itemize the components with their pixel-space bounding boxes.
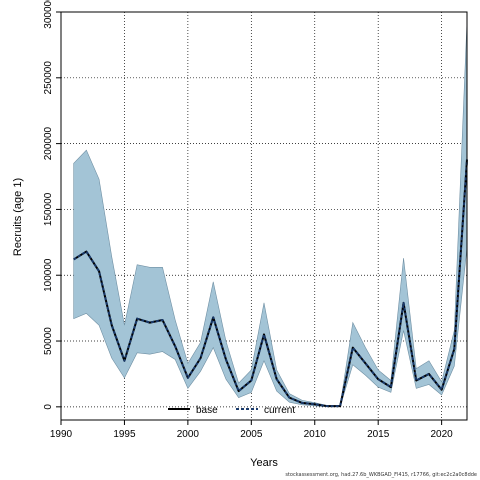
x-tick-label-1990: 1990 <box>50 429 73 440</box>
y-tick-label-250000: 250000 <box>43 61 54 95</box>
y-tick-label-100000: 100000 <box>43 258 54 292</box>
footnote: stockassessment.org, had.27.6b_WKBGAD_Fl… <box>285 472 477 478</box>
x-axis: 1990 1995 2000 2005 2010 2015 2020 <box>50 420 453 440</box>
y-tick-label-50000: 50000 <box>43 327 54 355</box>
legend: base current <box>168 405 295 416</box>
legend-label-current: current <box>264 405 295 416</box>
confidence-band-layer <box>73 21 468 408</box>
x-tick-label-2015: 2015 <box>367 429 390 440</box>
x-tick-label-2000: 2000 <box>177 429 200 440</box>
series-lines-layer <box>73 159 468 408</box>
x-tick-label-2020: 2020 <box>431 429 454 440</box>
plot-frame <box>60 11 468 421</box>
y-tick-label-150000: 150000 <box>43 192 54 226</box>
series-line-current <box>73 159 468 408</box>
x-tick-label-2005: 2005 <box>240 429 263 440</box>
x-axis-label: Years <box>250 457 278 469</box>
y-axis-label: Recruits (age 1) <box>12 178 24 256</box>
y-tick-label-300000: 300000 <box>43 0 54 29</box>
x-tick-label-1995: 1995 <box>113 429 136 440</box>
y-axis: 0 50000 100000 150000 200000 250000 300000 <box>43 0 61 410</box>
legend-label-base: base <box>196 405 218 416</box>
y-tick-label-0: 0 <box>43 404 54 410</box>
confidence-band <box>73 21 468 408</box>
y-tick-label-200000: 200000 <box>43 126 54 160</box>
x-tick-label-2010: 2010 <box>304 429 327 440</box>
